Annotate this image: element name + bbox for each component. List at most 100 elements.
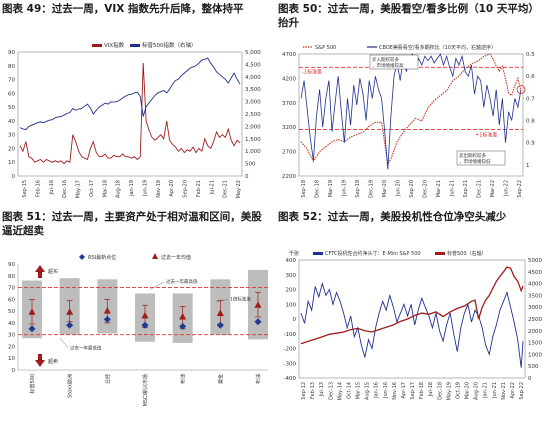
x-tick: Sep-17 — [410, 382, 416, 400]
y-left-tick: 0 — [12, 174, 16, 180]
legend-label: CBOE美股看空/看多期权比（10天平均，右轴逆序） — [379, 44, 496, 51]
panel-title-50: 图表 50：过去一周，美股看空/看多比例（10 天平均）抬升 — [278, 3, 539, 29]
x-tick: Aug-18 — [116, 180, 122, 198]
y-left-tick: 20 — [8, 146, 15, 152]
category-label: 标普500 — [29, 374, 36, 394]
category-label: 黄金 — [217, 374, 224, 384]
legend-label: 过去一年均值 — [161, 254, 191, 261]
x-tick: Oct-17 — [89, 180, 95, 197]
sd-callout: 1倍标准差 — [230, 296, 251, 303]
oversold-arrow-icon — [35, 360, 45, 367]
rsi-range-chart: 0 10 20 30 40 50 60 70 80 90 标普500 Stoxx欧洲 日经 MSCI新兴市… — [8, 253, 268, 406]
y-right-tick: 5000 — [528, 258, 542, 264]
y-right-tick: 3,000 — [245, 100, 261, 106]
y-right-tick: 0.8 — [526, 119, 535, 125]
legend-label: 标普500指数（右轴） — [142, 41, 197, 49]
x-tick: Dec-18 — [315, 180, 321, 198]
x-tick: Dec-21 — [477, 180, 483, 198]
y-left-tick: 3700 — [282, 101, 296, 107]
mean-marker — [66, 308, 74, 315]
y-right-tick: 3500 — [528, 293, 542, 299]
y-tick: 70 — [8, 286, 15, 292]
panel-title-49: 图表 49：过去一周，VIX 指数先升后降，整体持平 — [2, 3, 244, 15]
x-tick: Mar-19 — [328, 180, 334, 197]
y-left-tick: 50 — [8, 105, 15, 111]
x-tick: Jul-21 — [209, 180, 215, 195]
mean-marker — [141, 311, 149, 319]
y-tick: 40 — [8, 321, 15, 327]
y-right-tick: 1,500 — [245, 137, 261, 143]
x-tick: Dec-20 — [423, 180, 429, 198]
y-right-tick: 2,500 — [245, 112, 261, 118]
x-tick: Jun-19 — [142, 180, 148, 197]
y-right-tick: 0 — [245, 174, 249, 180]
x-tick: Jan-16 — [374, 382, 380, 399]
y-right-tick: 0.7 — [526, 96, 535, 102]
high-sentiment-label-1: 买入期权较多 — [372, 56, 399, 63]
y-tick: 50 — [8, 309, 15, 315]
oversold-label: 超卖 — [48, 358, 58, 365]
x-tick: Mar-22 — [490, 180, 496, 197]
x-tick: Oct-14 — [346, 382, 352, 399]
x-tick: Jun-19 — [342, 180, 348, 197]
min-callout-line — [59, 338, 69, 348]
plot-frame — [298, 259, 526, 379]
series-line — [300, 281, 524, 368]
x-tick: Dec-18 — [437, 382, 443, 400]
category-label: MSCI新兴市场 — [142, 374, 149, 406]
mean-marker — [254, 301, 262, 308]
y-right-tick: 1500 — [528, 341, 542, 347]
y-right-tick: 0 — [528, 376, 532, 382]
legend-label: S&P 500 — [315, 45, 336, 51]
y-right-tick: 1 — [526, 163, 530, 169]
x-tick: May-14 — [337, 382, 343, 400]
minus-1sd-label: -1标准差 — [302, 68, 322, 75]
y-right-tick: 1,000 — [245, 149, 261, 155]
y-left-tick: 4700 — [282, 52, 296, 58]
y-left-tick: 0 — [293, 317, 297, 323]
y-left-tick: -200 — [284, 347, 297, 353]
y-left-tick: 90 — [8, 50, 15, 56]
cftc-position-chart: 千张-400-300-200-1000100200300400050010001… — [284, 250, 543, 400]
y-right-tick: 4,500 — [245, 62, 261, 68]
low-sentiment-label-1: 卖出期权较多 — [459, 152, 486, 159]
y-left-tick: 70 — [8, 78, 15, 84]
y-right-tick: 3000 — [528, 305, 542, 311]
latest-point-marker — [516, 85, 526, 94]
y-left-tick: 200 — [286, 288, 297, 294]
rsi-marker — [141, 321, 149, 329]
x-tick: May-22 — [236, 180, 242, 198]
x-tick: Mar-20 — [465, 382, 471, 399]
x-tick: Jul-13 — [319, 382, 325, 397]
y-left-tick: 30 — [8, 133, 15, 139]
vix-sp500-chart: 0 10 20 30 40 50 60 70 80 90 0 500 1,000 1,500 2,000 2,… — [8, 41, 261, 198]
y-left-tick: -300 — [284, 361, 297, 367]
category-label: 日经 — [104, 374, 111, 384]
high-sentiment-box — [369, 54, 419, 70]
series-line — [300, 53, 522, 166]
mean-marker — [216, 309, 224, 316]
plus-1sd-label: +1标准差 — [475, 131, 497, 138]
x-tick: Mar-21 — [436, 180, 442, 197]
y-left-tick: 2700 — [282, 150, 296, 156]
x-tick: Sep-22 — [517, 180, 523, 198]
y-left-tick: -100 — [284, 332, 297, 338]
legend-swatch — [79, 254, 85, 260]
y-tick: 20 — [8, 344, 15, 350]
panel-title-51: 图表 51：过去一周，主要资产处于相对温和区间，美股逼近超卖 — [2, 211, 262, 237]
legend-swatch — [130, 44, 140, 47]
mean-marker — [28, 308, 36, 315]
y-right-tick: 4000 — [528, 282, 542, 288]
y-right-tick: 0.9 — [526, 141, 535, 147]
y-right-tick: 500 — [528, 364, 539, 370]
high-sentiment-label-2: ，市场情绪较高 — [372, 62, 404, 69]
x-tick: Jan-21 — [483, 382, 489, 399]
x-tick: Apr-20 — [169, 180, 175, 197]
x-tick: Jun-20 — [396, 180, 402, 197]
legend-swatch — [435, 252, 445, 255]
y-tick: 80 — [8, 274, 15, 280]
x-tick: Feb-21 — [196, 180, 202, 197]
y-left-tick: 60 — [8, 91, 15, 97]
unit-label: 千张 — [289, 250, 299, 257]
x-tick: Dec-19 — [369, 180, 375, 198]
